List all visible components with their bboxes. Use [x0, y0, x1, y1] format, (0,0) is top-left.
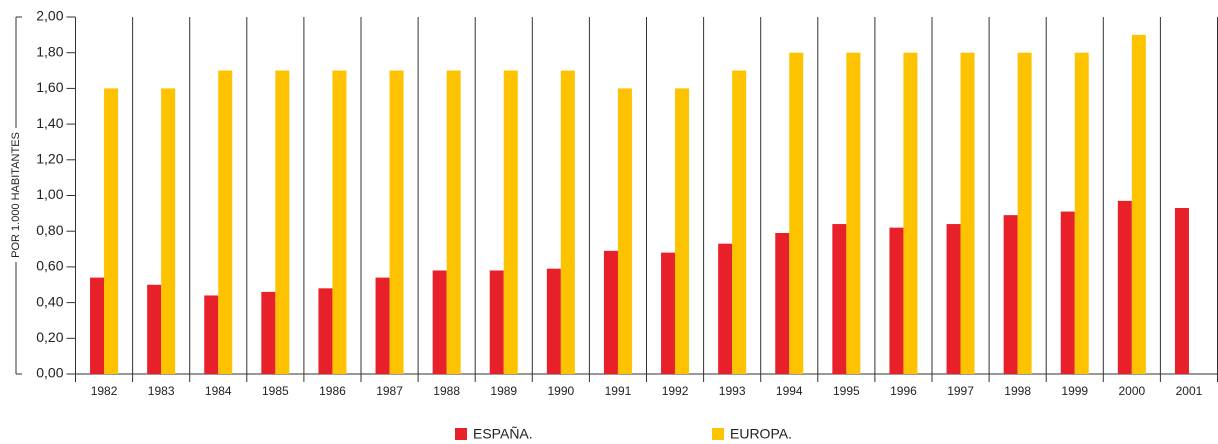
x-tick-label: 1982 [91, 384, 118, 398]
bar [1174, 207, 1189, 374]
bar [846, 52, 861, 374]
bar [603, 250, 618, 374]
legend-swatch [455, 428, 467, 440]
bar [946, 224, 961, 374]
bar [318, 288, 333, 374]
bar [1131, 34, 1146, 374]
bar [560, 70, 575, 375]
bar [1117, 200, 1132, 374]
y-tick-label: 1,60 [36, 79, 63, 95]
x-tick-label: 1987 [376, 384, 403, 398]
bar [375, 277, 390, 374]
bar [732, 70, 747, 375]
y-tick-label: 0,40 [36, 293, 63, 309]
bar [261, 291, 276, 374]
x-tick-label: 2000 [1118, 384, 1145, 398]
bar [275, 70, 290, 375]
y-tick-label: 1,40 [36, 115, 63, 131]
bar [832, 224, 847, 374]
legend-swatch [712, 428, 724, 440]
y-tick-label: 0,60 [36, 258, 63, 274]
y-tick-label: 0,20 [36, 329, 63, 345]
bar [147, 284, 162, 374]
y-tick-label: 0,80 [36, 222, 63, 238]
y-tick-label: 2,00 [36, 8, 63, 24]
x-tick-label: 1991 [605, 384, 632, 398]
bar [617, 88, 632, 375]
y-tick-label: 1,20 [36, 151, 63, 167]
bar [718, 243, 733, 374]
bar [1074, 52, 1089, 374]
bar [789, 52, 804, 374]
bar [90, 277, 105, 374]
x-tick-label: 1992 [662, 384, 689, 398]
x-tick-label: 1985 [262, 384, 289, 398]
x-tick-label: 1990 [547, 384, 574, 398]
bar [546, 268, 561, 374]
bar [204, 295, 219, 374]
bar [775, 232, 790, 374]
x-tick-label: 1998 [1004, 384, 1031, 398]
x-tick-label: 1993 [719, 384, 746, 398]
bar [218, 70, 233, 375]
y-axis-label: POR 1.000 HABITANTES [10, 132, 22, 258]
y-tick-label: 0,00 [36, 365, 63, 381]
bar [1017, 52, 1032, 374]
x-tick-label: 1986 [319, 384, 346, 398]
bar [903, 52, 918, 374]
x-tick-label: 1996 [890, 384, 917, 398]
bar [675, 88, 690, 375]
x-tick-label: 1999 [1061, 384, 1088, 398]
x-tick-label: 1994 [776, 384, 803, 398]
legend-label: ESPAÑA. [473, 426, 533, 442]
bar [332, 70, 347, 375]
y-tick-label: 1,80 [36, 43, 63, 59]
bar [1003, 215, 1018, 374]
bar [889, 227, 904, 374]
bar [161, 88, 176, 375]
bar [503, 70, 518, 375]
x-tick-label: 1983 [148, 384, 175, 398]
bar [661, 252, 676, 374]
y-tick-label: 1,00 [36, 186, 63, 202]
bar [104, 88, 119, 375]
legend-label: EUROPA. [730, 426, 792, 442]
x-tick-label: 1984 [205, 384, 232, 398]
x-tick-label: 1989 [490, 384, 517, 398]
bar [489, 270, 504, 374]
bar [432, 270, 447, 374]
bar [389, 70, 404, 375]
x-tick-label: 1995 [833, 384, 860, 398]
x-tick-label: 1988 [433, 384, 460, 398]
bar [960, 52, 975, 374]
bar [446, 70, 461, 375]
x-tick-label: 1997 [947, 384, 974, 398]
bar [1060, 211, 1075, 374]
x-tick-label: 2001 [1176, 384, 1203, 398]
